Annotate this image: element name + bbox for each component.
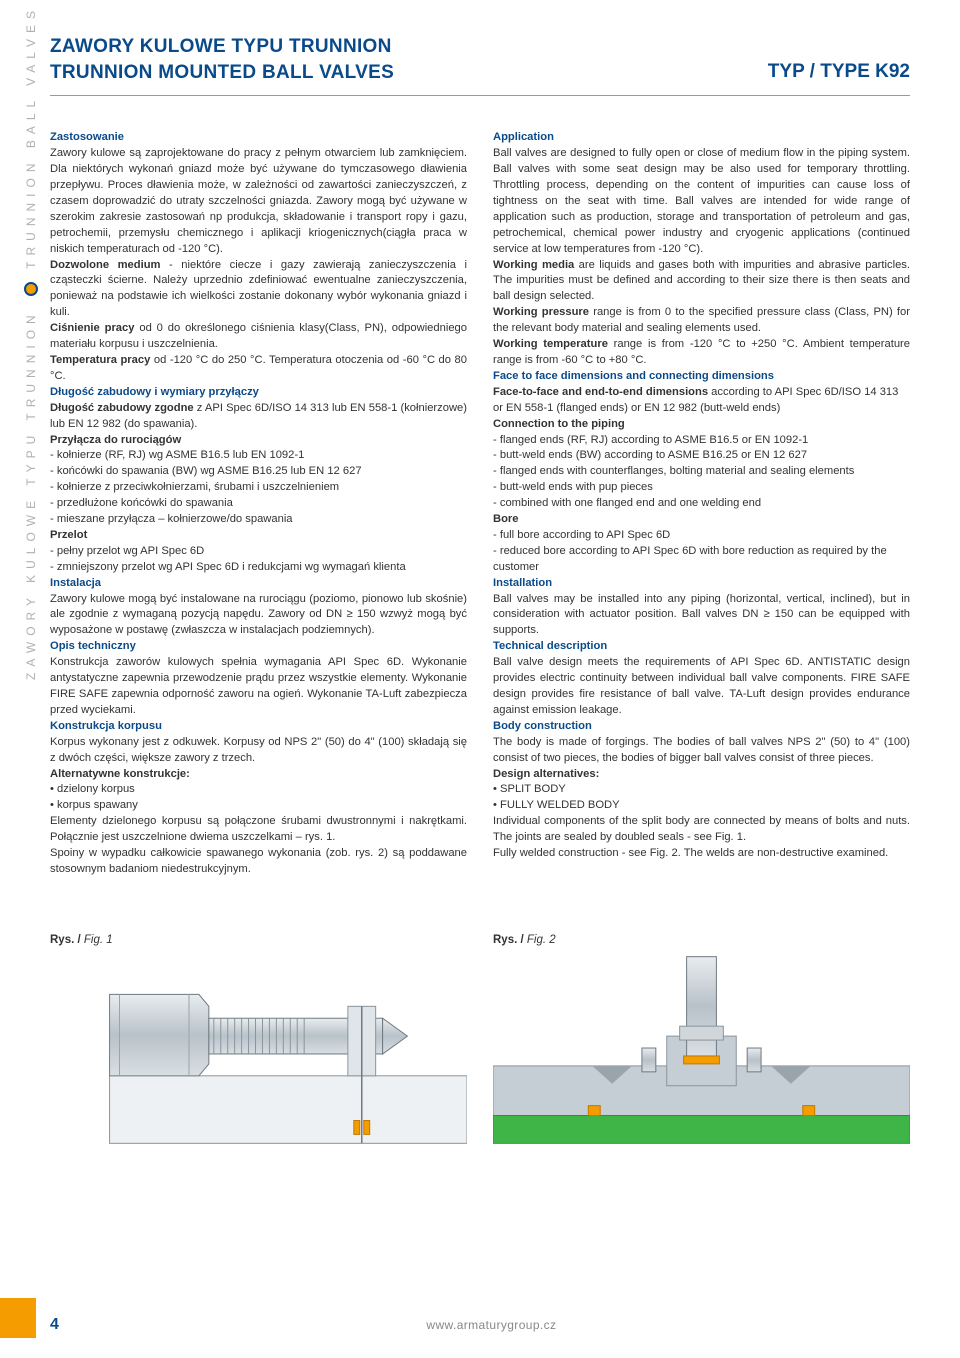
- column-english: Application Ball valves are designed to …: [493, 130, 910, 878]
- list-item: flanged ends with counterflanges, boltin…: [493, 464, 910, 480]
- list-item: flanged ends (RF, RJ) according to ASME …: [493, 433, 910, 449]
- header-titles: ZAWORY KULOWE TYPU TRUNNION TRUNNION MOU…: [50, 34, 394, 85]
- application-title: Application: [493, 131, 554, 143]
- dlugosc-label: Długość zabudowy zgodne: [50, 402, 194, 414]
- figure-1-drawing: [50, 956, 467, 1144]
- column-polish: Zastosowanie Zawory kulowe są zaprojekto…: [50, 130, 467, 878]
- list-item: zmniejszony przelot wg API Spec 6D i red…: [50, 560, 467, 576]
- technical-title: Technical description: [493, 639, 910, 655]
- working-temp-label: Working temperature: [493, 338, 608, 350]
- list-item: korpus spawany: [50, 798, 467, 814]
- przylacza-list: kołnierze (RF, RJ) wg ASME B16.5 lub EN …: [50, 448, 467, 528]
- opis-title: Opis techniczny: [50, 639, 467, 655]
- bore-list: full bore according to API Spec 6D reduc…: [493, 528, 910, 576]
- page-footer: 4 www.armaturygroup.cz: [50, 1316, 910, 1334]
- page-content: ZAWORY KULOWE TYPU TRUNNION TRUNNION MOU…: [0, 0, 960, 1358]
- installation-body: Ball valves may be installed into any pi…: [493, 592, 910, 640]
- zastosowanie-body: Zawory kulowe są zaprojektowane do pracy…: [50, 146, 467, 257]
- alternatywne-label: Alternatywne konstrukcje:: [50, 767, 467, 783]
- connection-list: flanged ends (RF, RJ) according to ASME …: [493, 433, 910, 513]
- alternatywne-list: dzielony korpus korpus spawany: [50, 782, 467, 814]
- list-item: kołnierze z przeciwkołnierzami, śrubami …: [50, 480, 467, 496]
- figure-1: Rys. / Fig. 1: [50, 934, 467, 1149]
- working-pressure-label: Working pressure: [493, 306, 589, 318]
- technical-body: Ball valve design meets the requirements…: [493, 655, 910, 719]
- installation-title: Installation: [493, 576, 910, 592]
- list-item: FULLY WELDED BODY: [493, 798, 910, 814]
- dlugosc-title: Długość zabudowy i wymiary przyłączy: [50, 385, 467, 401]
- konstrukcja-title: Konstrukcja korpusu: [50, 719, 467, 735]
- face-label: Face-to-face and end-to-end dimensions: [493, 386, 708, 398]
- list-item: combined with one flanged end and one we…: [493, 496, 910, 512]
- przelot-title: Przelot: [50, 528, 467, 544]
- list-item: dzielony korpus: [50, 782, 467, 798]
- body-construction-body: The body is made of forgings. The bodies…: [493, 735, 910, 767]
- temperatura-label: Temperatura pracy: [50, 354, 150, 366]
- instalacja-body: Zawory kulowe mogą być instalowane na ru…: [50, 592, 467, 640]
- connection-title: Connection to the piping: [493, 417, 910, 433]
- design-alt-label: Design alternatives:: [493, 767, 910, 783]
- przelot-list: pełny przelot wg API Spec 6D zmniejszony…: [50, 544, 467, 576]
- list-item: SPLIT BODY: [493, 782, 910, 798]
- individual-body: Individual components of the split body …: [493, 814, 910, 846]
- list-item: kołnierze (RF, RJ) wg ASME B16.5 lub EN …: [50, 448, 467, 464]
- text-columns: Zastosowanie Zawory kulowe są zaprojekto…: [50, 130, 910, 878]
- application-body: Ball valves are designed to fully open o…: [493, 146, 910, 257]
- body-construction-title: Body construction: [493, 719, 910, 735]
- list-item: przedłużone końcówki do spawania: [50, 496, 467, 512]
- page-number: 4: [50, 1316, 59, 1334]
- design-alt-list: SPLIT BODY FULLY WELDED BODY: [493, 782, 910, 814]
- footer-url: www.armaturygroup.cz: [73, 1318, 910, 1332]
- type-label: TYP / TYPE K92: [768, 61, 910, 85]
- figure-2: Rys. / Fig. 2: [493, 934, 910, 1149]
- face-title: Face to face dimensions and connecting d…: [493, 369, 910, 385]
- list-item: reduced bore according to API Spec 6D wi…: [493, 544, 910, 576]
- instalacja-title: Instalacja: [50, 576, 467, 592]
- przylacza-title: Przyłącza do rurociągów: [50, 433, 467, 449]
- title-pl: ZAWORY KULOWE TYPU TRUNNION: [50, 34, 394, 60]
- fully-welded-body: Fully welded construction - see Fig. 2. …: [493, 846, 910, 862]
- figure-1-label: Rys. / Fig. 1: [50, 934, 467, 946]
- bore-title: Bore: [493, 512, 910, 528]
- list-item: butt-weld ends with pup pieces: [493, 480, 910, 496]
- list-item: full bore according to API Spec 6D: [493, 528, 910, 544]
- spoiny-body: Spoiny w wypadku całkowicie spawanego wy…: [50, 846, 467, 878]
- dozwolone-label: Dozwolone medium: [50, 259, 160, 271]
- list-item: butt-weld ends (BW) according to ASME B1…: [493, 448, 910, 464]
- page-header: ZAWORY KULOWE TYPU TRUNNION TRUNNION MOU…: [50, 34, 910, 96]
- opis-body: Konstrukcja zaworów kulowych spełnia wym…: [50, 655, 467, 719]
- figure-2-label: Rys. / Fig. 2: [493, 934, 910, 946]
- working-media-label: Working media: [493, 259, 574, 271]
- elementy-body: Elementy dzielonego korpusu są połączone…: [50, 814, 467, 846]
- figure-2-drawing: [493, 956, 910, 1144]
- figures-row: Rys. / Fig. 1: [50, 934, 910, 1149]
- title-en: TRUNNION MOUNTED BALL VALVES: [50, 60, 394, 86]
- list-item: końcówki do spawania (BW) wg ASME B16.25…: [50, 464, 467, 480]
- konstrukcja-body: Korpus wykonany jest z odkuwek. Korpusy …: [50, 735, 467, 767]
- zastosowanie-title: Zastosowanie: [50, 131, 124, 143]
- list-item: pełny przelot wg API Spec 6D: [50, 544, 467, 560]
- cisnienie-label: Ciśnienie pracy: [50, 322, 134, 334]
- list-item: mieszane przyłącza – kołnierzowe/do spaw…: [50, 512, 467, 528]
